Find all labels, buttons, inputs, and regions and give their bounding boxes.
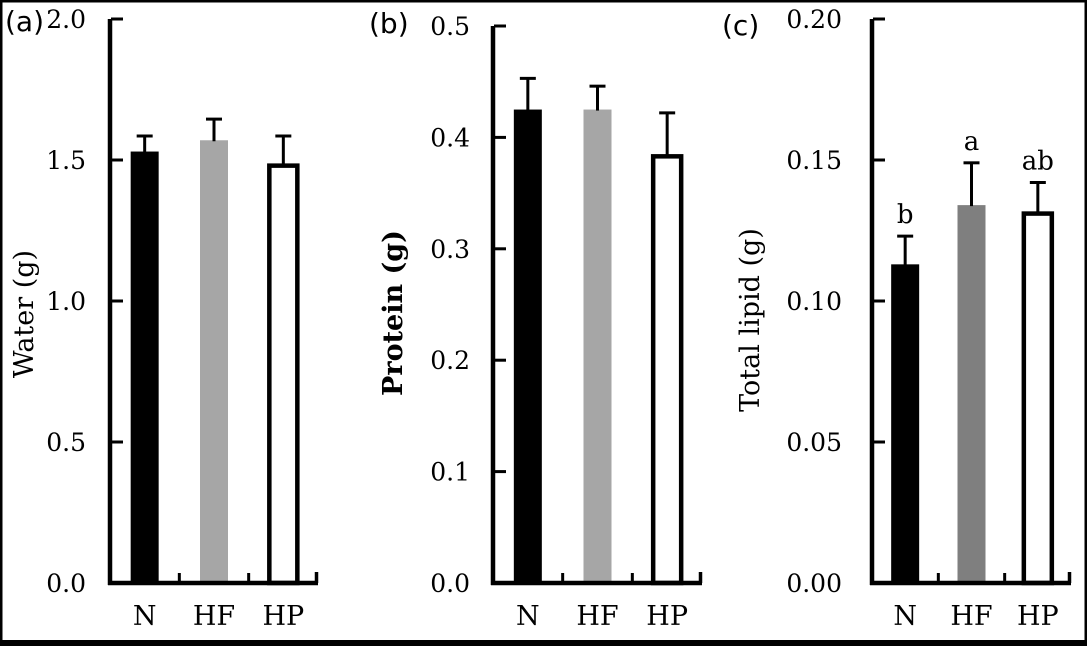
y-tick-label-c-3: 0.15 xyxy=(786,146,842,175)
x-tick-label-c-HF: HF xyxy=(950,601,992,632)
y-axis-title-c: Total lipid (g) xyxy=(735,228,766,412)
sig-letter-c-HF: a xyxy=(964,127,980,157)
panel-b: (b) Protein (g) N HF HP 0.0 0.1 0.2 0.3 0.4 0.5 xyxy=(369,7,703,632)
y-tick-label-b-4: 0.4 xyxy=(430,123,470,152)
bar-a-HP xyxy=(267,163,300,586)
bar-b-HF xyxy=(583,109,612,584)
y-tick-label-c-0: 0.00 xyxy=(786,569,842,598)
bar-b-N xyxy=(513,109,542,584)
x-tick-label-b-HF: HF xyxy=(576,601,618,632)
y-tick-label-b-1: 0.1 xyxy=(430,458,470,487)
y-tick-label-b-0: 0.0 xyxy=(430,569,470,598)
panel-label-b: (b) xyxy=(369,7,409,40)
panel-label-a: (a) xyxy=(5,5,44,38)
x-tick-label-a-HP: HP xyxy=(262,601,304,632)
bar-c-N xyxy=(891,264,920,583)
x-tick-label-b-N: N xyxy=(516,601,540,632)
y-tick-label-b-2: 0.2 xyxy=(430,346,470,375)
y-tick-label-c-4: 0.20 xyxy=(786,5,842,34)
bar-c-HP xyxy=(1021,211,1055,586)
y-tick-label-c-1: 0.05 xyxy=(786,428,842,457)
y-tick-label-b-5: 0.5 xyxy=(430,12,470,41)
sig-letter-c-N: b xyxy=(897,200,914,230)
sig-letter-c-HP: ab xyxy=(1022,147,1054,177)
bar-b-HP xyxy=(650,154,684,586)
y-axis-title-b: Protein (g) xyxy=(378,230,409,396)
y-tick-label-a-0: 0.0 xyxy=(46,569,86,598)
x-tick-label-c-N: N xyxy=(893,601,917,632)
y-tick-label-b-3: 0.3 xyxy=(430,235,470,264)
panel-label-c: (c) xyxy=(722,9,759,42)
y-tick-label-c-2: 0.10 xyxy=(786,287,842,316)
y-axis-title-a: Water (g) xyxy=(9,250,40,378)
x-tick-label-a-N: N xyxy=(133,601,157,632)
bar-a-HF xyxy=(200,140,228,583)
bar-a-N xyxy=(130,151,159,584)
x-tick-label-a-HF: HF xyxy=(193,601,235,632)
x-tick-label-b-HP: HP xyxy=(646,601,688,632)
panel-a: (a) Water (g) N HF HP 0.0 0.5 1.0 1.5 2.0 xyxy=(5,5,319,632)
bar-c-HF xyxy=(957,205,986,583)
y-tick-label-a-1: 0.5 xyxy=(46,428,86,457)
y-tick-label-a-3: 1.5 xyxy=(46,146,86,175)
y-tick-label-a-2: 1.0 xyxy=(46,287,86,316)
x-tick-label-c-HP: HP xyxy=(1017,601,1059,632)
panel-c: (c) Total lipid (g) b Na HF ab HP 0.00 0.05 0.10 0… xyxy=(722,5,1072,632)
y-tick-label-a-4: 2.0 xyxy=(46,5,86,34)
